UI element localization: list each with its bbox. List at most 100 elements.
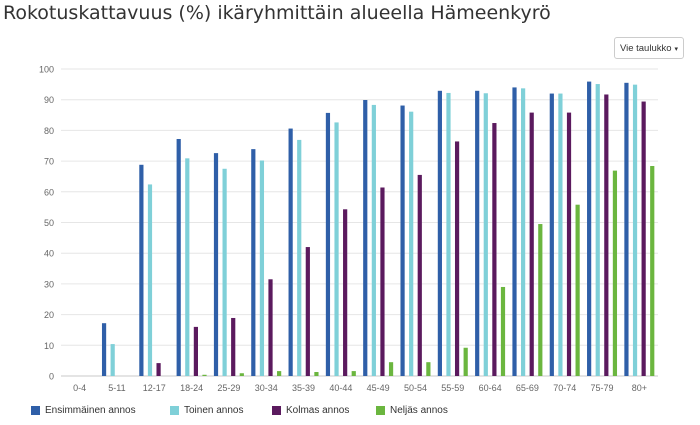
y-tick-label: 10 (44, 341, 54, 351)
bar[interactable] (101, 323, 107, 376)
bar[interactable] (334, 122, 339, 376)
legend-label: Ensimmäinen annos (45, 405, 136, 416)
legend-swatch (31, 406, 40, 415)
y-tick-label: 90 (44, 95, 54, 105)
bar[interactable] (521, 88, 526, 376)
bar[interactable] (558, 93, 563, 376)
bar[interactable] (612, 170, 618, 376)
bar[interactable] (604, 94, 609, 376)
bar[interactable] (632, 84, 638, 377)
legend-item[interactable]: Ensimmäinen annos (31, 405, 136, 416)
bar[interactable] (400, 105, 405, 377)
x-tick-label: 12-17 (143, 383, 166, 393)
y-tick-label: 30 (44, 279, 54, 289)
bar[interactable] (529, 112, 534, 377)
x-tick-label: 45-49 (367, 383, 390, 393)
bar[interactable] (409, 111, 414, 376)
bar[interactable] (483, 93, 488, 377)
y-axis: 0 10 20 30 40 50 60 70 80 90 100 (39, 65, 54, 382)
bar[interactable] (417, 174, 422, 376)
bar[interactable] (437, 90, 442, 376)
bar[interactable] (305, 247, 310, 376)
x-tick-label: 30-34 (255, 383, 278, 393)
bar-chart: 0 10 20 30 40 50 60 70 80 90 100 0-4 5-11 12-17 18-24… (39, 65, 658, 393)
x-tick-label: 35-39 (292, 383, 315, 393)
bar[interactable] (492, 123, 497, 376)
x-tick-label: 75-79 (591, 383, 614, 393)
bar[interactable] (185, 158, 190, 376)
bar[interactable] (549, 93, 554, 376)
bar[interactable] (231, 317, 236, 376)
bar[interactable] (259, 160, 265, 376)
bar[interactable] (388, 362, 394, 376)
bar[interactable] (222, 168, 227, 376)
x-tick-label: 70-74 (553, 383, 576, 393)
legend-label: Neljäs annos (390, 405, 448, 416)
bar[interactable] (268, 279, 273, 376)
bar[interactable] (251, 149, 256, 376)
bar[interactable] (595, 84, 600, 376)
x-tick-label: 5-11 (108, 383, 125, 393)
bar[interactable] (110, 344, 115, 376)
legend-item[interactable]: Kolmas annos (272, 405, 349, 416)
export-table-label: Vie taulukko (619, 43, 672, 54)
bar[interactable] (343, 209, 348, 376)
bar[interactable] (363, 100, 368, 376)
legend-label: Kolmas annos (286, 405, 350, 416)
export-table-button[interactable]: Vie taulukko ▾ (614, 37, 684, 59)
y-tick-label: 100 (39, 65, 54, 75)
chart-bars (101, 81, 655, 377)
bar[interactable] (213, 153, 219, 376)
bar[interactable] (288, 128, 293, 376)
y-tick-label: 80 (44, 126, 54, 136)
bar[interactable] (380, 187, 385, 376)
x-tick-label: 25-29 (217, 383, 240, 393)
chart-title: Rokotuskattavuus (%) ikäryhmittäin aluee… (3, 2, 551, 24)
x-tick-label: 65-69 (516, 383, 539, 393)
x-tick-label: 18-24 (180, 383, 203, 393)
bar[interactable] (587, 81, 592, 376)
bar[interactable] (463, 347, 468, 376)
bar[interactable] (156, 363, 161, 376)
bar[interactable] (351, 371, 356, 376)
bar[interactable] (650, 166, 655, 376)
bar[interactable] (446, 92, 451, 377)
bar[interactable] (538, 224, 543, 376)
bar[interactable] (193, 326, 198, 376)
bar[interactable] (325, 112, 331, 376)
bar[interactable] (314, 372, 319, 376)
bar[interactable] (202, 374, 207, 376)
bar[interactable] (512, 87, 517, 377)
y-tick-label: 70 (44, 157, 54, 167)
bar[interactable] (147, 184, 153, 376)
caret-down-icon: ▾ (674, 46, 679, 53)
bar[interactable] (277, 371, 282, 376)
legend-swatch (170, 406, 179, 415)
bar[interactable] (475, 90, 480, 376)
bar[interactable] (624, 82, 629, 376)
bar[interactable] (139, 164, 144, 376)
bar[interactable] (239, 373, 244, 376)
legend-swatch (272, 406, 281, 415)
bar[interactable] (176, 138, 181, 376)
bar[interactable] (454, 141, 460, 376)
legend-swatch (376, 406, 385, 415)
y-tick-label: 60 (44, 187, 54, 197)
bar[interactable] (575, 204, 580, 376)
x-tick-label: 60-64 (479, 383, 502, 393)
legend-item[interactable]: Neljäs annos (376, 405, 448, 416)
y-tick-label: 40 (44, 249, 54, 259)
bar[interactable] (566, 112, 572, 377)
bar[interactable] (426, 362, 431, 376)
x-axis: 0-4 5-11 12-17 18-24 25-29 30-34 35-39 40-44 45-… (73, 383, 647, 393)
legend-item[interactable]: Toinen annos (170, 405, 244, 416)
y-tick-label: 0 (49, 372, 54, 382)
legend-label: Toinen annos (184, 405, 244, 416)
y-tick-label: 50 (44, 218, 54, 228)
x-tick-label: 80+ (632, 383, 647, 393)
bar[interactable] (371, 104, 376, 376)
bar[interactable] (500, 286, 506, 376)
bar[interactable] (641, 101, 646, 377)
bar[interactable] (297, 139, 302, 376)
x-tick-label: 55-59 (441, 383, 464, 393)
